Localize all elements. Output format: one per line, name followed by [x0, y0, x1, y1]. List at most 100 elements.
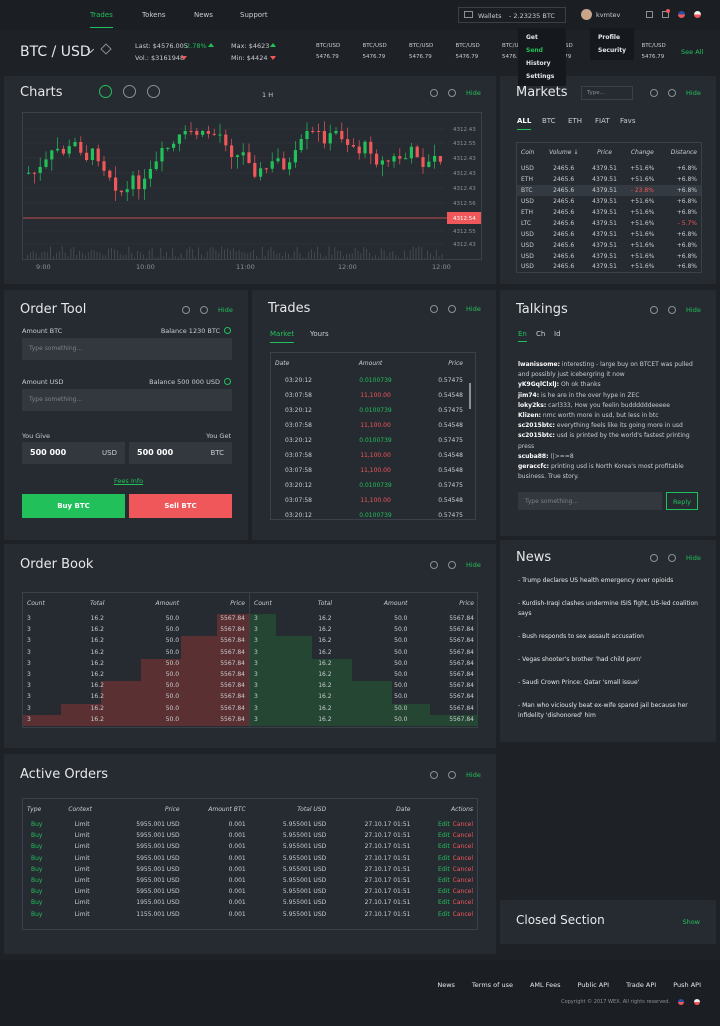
add-icon[interactable] — [224, 327, 231, 334]
chat-tab[interactable]: Ch — [536, 330, 546, 338]
interval[interactable]: 1 H — [262, 91, 274, 99]
market-tab[interactable]: Favs — [620, 117, 636, 125]
chat-input[interactable]: Type something... — [518, 492, 662, 510]
trade-tab[interactable]: Yours — [310, 330, 329, 338]
flag[interactable] — [678, 999, 684, 1005]
icon[interactable] — [668, 306, 676, 314]
ticker-pair[interactable]: BTC/USD — [455, 43, 480, 49]
nav-tab[interactable]: Tokens — [142, 11, 166, 19]
icon[interactable] — [448, 305, 456, 313]
fees-info[interactable]: Fees Info — [114, 477, 144, 485]
cancel-link[interactable]: Cancel — [452, 865, 473, 873]
market-tab[interactable]: FIAT — [595, 117, 610, 125]
edit-link[interactable]: Edit — [438, 910, 450, 918]
flag[interactable] — [694, 11, 701, 18]
trade-tab[interactable]: Market — [270, 330, 295, 343]
pair[interactable]: BTC / USD — [20, 44, 91, 60]
chart-type[interactable] — [147, 85, 160, 98]
edit-link[interactable]: Edit — [438, 888, 450, 896]
nav-tab[interactable]: News — [194, 11, 213, 19]
hide-link[interactable]: Hide — [218, 306, 233, 314]
footer-link[interactable]: News — [437, 981, 455, 989]
icon[interactable] — [650, 554, 658, 562]
show-link[interactable]: Show — [682, 918, 700, 926]
icon[interactable] — [430, 561, 438, 569]
menu-item[interactable]: Send — [526, 47, 543, 54]
add-icon[interactable] — [224, 378, 231, 385]
news-item[interactable]: - Vegas shooter's brother 'had child por… — [518, 656, 642, 663]
sell-button[interactable]: Sell BTC — [129, 494, 232, 518]
footer-link[interactable]: AML Fees — [529, 981, 561, 989]
ticker-pair[interactable]: BTC/USD — [362, 43, 387, 49]
nav-icon[interactable] — [646, 11, 653, 18]
market-tab[interactable]: ETH — [568, 117, 582, 125]
menu-item[interactable]: Security — [598, 47, 627, 54]
nav-tab[interactable]: Support — [240, 11, 268, 19]
hide-link[interactable]: Hide — [466, 771, 481, 779]
ticker-pair[interactable]: BTC/USD — [316, 43, 341, 49]
nav-tab[interactable]: Trades — [90, 11, 113, 28]
icon[interactable] — [448, 89, 456, 97]
chart-type[interactable] — [99, 85, 112, 98]
ticker-pair[interactable]: BTC/USD — [502, 43, 527, 49]
hide-link[interactable]: Hide — [466, 561, 481, 569]
ticker-pair[interactable]: BTC/USD — [409, 43, 434, 49]
cancel-link[interactable]: Cancel — [452, 899, 473, 907]
menu-item[interactable]: History — [526, 60, 551, 67]
flag[interactable] — [678, 11, 685, 18]
cancel-link[interactable]: Cancel — [452, 843, 473, 851]
icon[interactable] — [430, 89, 438, 97]
icon[interactable] — [668, 554, 676, 562]
footer-link[interactable]: Trade API — [626, 981, 657, 989]
icon[interactable] — [430, 305, 438, 313]
news-item[interactable]: - Man who viciously beat ex-wife spared … — [518, 702, 688, 719]
cancel-link[interactable]: Cancel — [452, 910, 473, 918]
market-tab[interactable]: BTC — [542, 117, 556, 125]
amount-box[interactable]: 500 000 BTC — [129, 442, 232, 464]
user-name[interactable]: kvmtev — [596, 11, 621, 19]
nav-icon[interactable] — [662, 11, 669, 18]
ticker-pair[interactable]: BTC/USD — [641, 43, 666, 49]
cancel-link[interactable]: Cancel — [452, 877, 473, 885]
search[interactable]: Type... — [581, 86, 633, 100]
icon[interactable] — [448, 561, 456, 569]
hide-link[interactable]: Hide — [686, 306, 701, 314]
edit-link[interactable]: Edit — [438, 843, 450, 851]
news-item[interactable]: - Bush responds to sex assault accusatio… — [518, 633, 644, 640]
hide-link[interactable]: Hide — [686, 89, 701, 97]
edit-link[interactable]: Edit — [438, 877, 450, 885]
edit-link[interactable]: Edit — [438, 832, 450, 840]
see-all[interactable]: See All — [681, 48, 704, 56]
chat-tab[interactable]: Id — [554, 330, 561, 338]
menu-item[interactable]: Profile — [598, 34, 621, 41]
news-item[interactable]: - Saudi Crown Prince: Qatar 'small issue… — [518, 679, 640, 686]
input[interactable]: Type something... — [22, 389, 232, 411]
icon[interactable] — [200, 306, 208, 314]
cancel-link[interactable]: Cancel — [452, 888, 473, 896]
amount-box[interactable]: 500 000 USD — [22, 442, 125, 464]
edit-link[interactable]: Edit — [438, 854, 450, 862]
buy-button[interactable]: Buy BTC — [22, 494, 125, 518]
hide-link[interactable]: Hide — [466, 305, 481, 313]
menu-item[interactable]: Settings — [526, 73, 555, 80]
edit-link[interactable]: Edit — [438, 899, 450, 907]
flag[interactable] — [694, 999, 700, 1005]
market-tab[interactable]: ALL — [517, 117, 532, 130]
icon[interactable] — [182, 306, 190, 314]
edit-link[interactable]: Edit — [438, 821, 450, 829]
wallet-box[interactable]: Wallets - 2.23235 BTC — [458, 7, 566, 23]
icon[interactable] — [430, 771, 438, 779]
edit-link[interactable]: Edit — [438, 865, 450, 873]
footer-link[interactable]: Terms of use — [471, 981, 513, 989]
icon[interactable] — [668, 89, 676, 97]
cancel-link[interactable]: Cancel — [452, 832, 473, 840]
star[interactable] — [100, 43, 112, 55]
chat-tab[interactable]: En — [518, 330, 527, 342]
footer-link[interactable]: Public API — [577, 981, 610, 989]
reply-button[interactable]: Reply — [666, 492, 698, 510]
icon[interactable] — [650, 89, 658, 97]
menu-item[interactable]: Get — [526, 34, 538, 41]
icon[interactable] — [650, 306, 658, 314]
cancel-link[interactable]: Cancel — [452, 821, 473, 829]
news-item[interactable]: - Kurdish-Iraqi clashes undermine ISIS f… — [518, 600, 698, 617]
